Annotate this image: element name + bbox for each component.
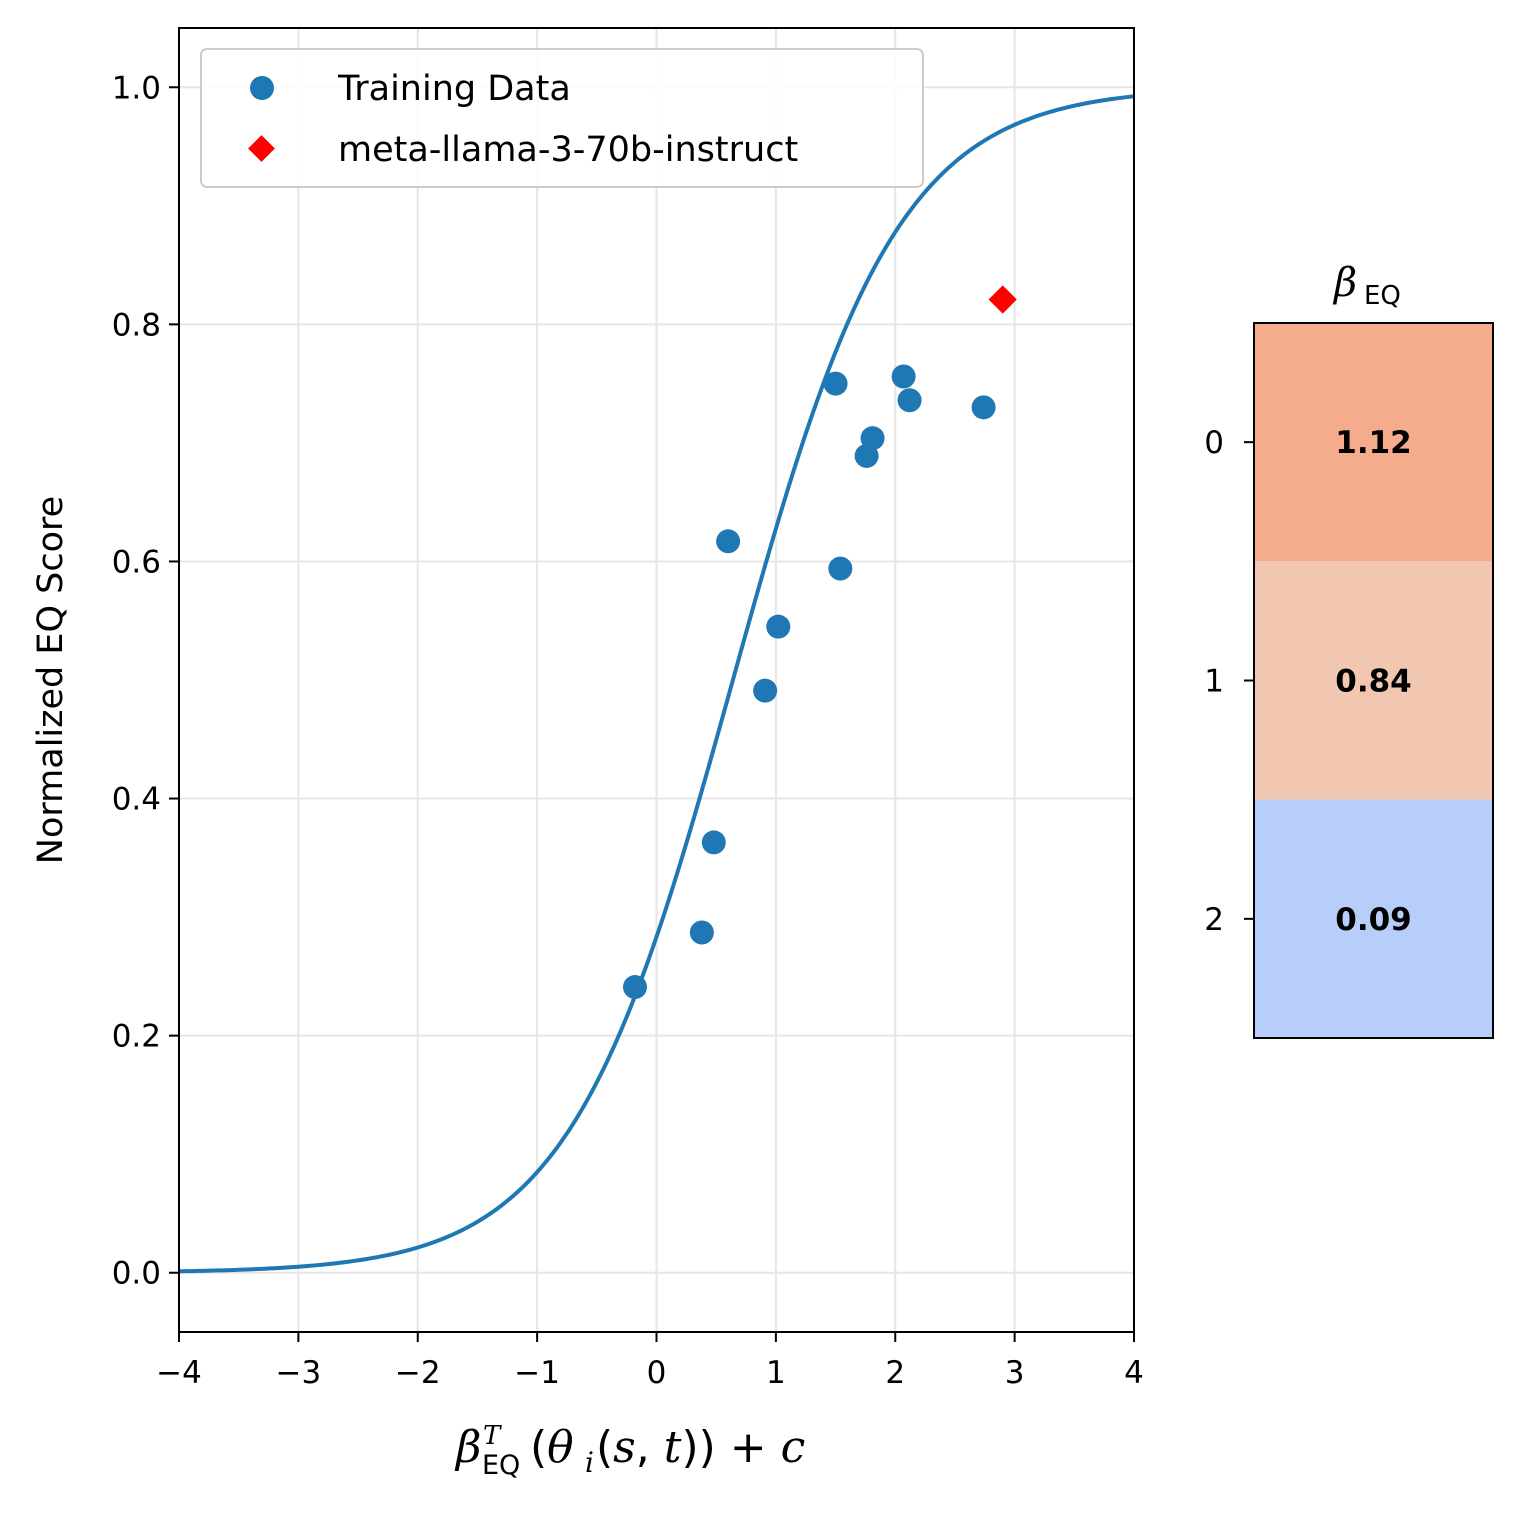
x-tick-label: −2 [395,1355,441,1391]
svg-text:β: β [454,1422,481,1473]
y-axis: 0.0 0.2 0.4 0.6 0.8 1.0 [112,70,179,1292]
training-data-point [897,388,922,413]
y-tick-label: 1.0 [112,70,161,106]
svg-text:EQ: EQ [482,1450,520,1481]
x-tick-label: 1 [766,1355,786,1391]
y-tick-label: 0.0 [112,1256,161,1292]
heatmap-row-label: 0 [1204,425,1224,461]
fit-curve-layer [178,94,1135,1274]
heatmap-cell-value: 0.09 [1335,902,1412,938]
heatmap-frame [1253,322,1494,1039]
model-highlight-point [988,285,1017,314]
training-data-point [823,371,848,396]
training-data-point [891,364,916,389]
training-data-point [753,678,778,703]
heatmap-cell-value: 0.84 [1335,664,1412,700]
legend-box [200,48,924,188]
heatmap-row-label: 2 [1204,902,1224,938]
beta-heatmap: β EQ 1.12 0 0.84 1 0.09 2 [1204,260,1494,1039]
x-tick-label: −3 [276,1355,322,1391]
heatmap-cell-value: 1.12 [1335,425,1412,461]
y-tick-label: 0.2 [112,1019,161,1055]
heatmap-cell [1254,323,1493,562]
legend: Training Data meta-llama-3-70b-instruct [200,48,924,188]
training-data-point [766,614,791,639]
y-axis-title: Normalized EQ Score [31,496,71,864]
svg-text:(θ: (θ [530,1422,574,1473]
training-data-point [716,529,741,554]
training-data-point [860,426,885,451]
svg-text:T: T [483,1421,502,1451]
heatmap-cell [1254,561,1493,800]
x-tick-label: −4 [156,1355,202,1391]
heatmap-cells: 1.12 0 0.84 1 0.09 2 [1204,323,1493,1038]
x-tick-label: 4 [1124,1355,1144,1391]
legend-label-training: Training Data [337,69,571,109]
y-tick-label: 0.6 [112,544,161,580]
points-layer [623,285,1017,1000]
svg-text:EQ: EQ [1364,281,1401,311]
svg-text:(s, t)) + c: (s, t)) + c [596,1422,805,1473]
heatmap-title: β EQ [1332,260,1401,311]
grid [178,28,1135,1332]
training-data-point [689,920,714,945]
x-tick-label: −1 [514,1355,560,1391]
x-tick-label: 0 [647,1355,667,1391]
training-data-point [623,975,648,1000]
legend-label-highlight: meta-llama-3-70b-instruct [338,130,798,170]
training-data-point [828,556,853,581]
fit-curve-line [178,94,1135,1274]
y-tick-label: 0.4 [112,782,161,818]
training-data-point [701,830,726,855]
heatmap-cell [1254,799,1493,1038]
legend-marker-training [250,76,274,100]
svg-text:β: β [1332,260,1357,306]
x-axis: −4 −3 −2 −1 0 1 2 3 4 [156,1332,1144,1391]
y-tick-label: 0.8 [112,307,161,343]
x-axis-title: β T EQ (θ i (s, t)) + c [454,1421,805,1481]
svg-text:i: i [585,1446,594,1479]
heatmap-row-label: 1 [1204,664,1224,700]
x-tick-label: 2 [885,1355,905,1391]
x-tick-label: 3 [1005,1355,1025,1391]
scatter-plot: −4 −3 −2 −1 0 1 2 3 4 0.0 0.2 0.4 0.6 0.8 1.0 Normali… [31,27,1144,1481]
training-data-point [971,395,996,420]
